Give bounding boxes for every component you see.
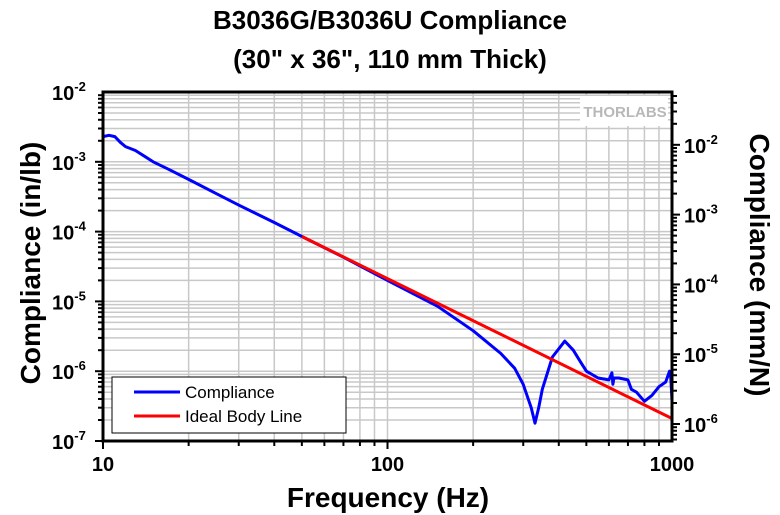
watermark-thorlabs: THORLABS [580, 96, 668, 126]
y-tick-label-left: 10-7 [52, 428, 86, 454]
series-ideal-body-line [301, 235, 673, 420]
series-layer [102, 133, 674, 425]
watermark-text: THORLABS [583, 104, 666, 121]
y-tick-label-left: 10-6 [52, 358, 86, 384]
grid [103, 92, 672, 441]
legend-box [111, 376, 347, 434]
x-tick-label: 1000 [650, 454, 695, 476]
legend: Compliance Ideal Body Line [111, 376, 347, 434]
axes [95, 90, 680, 449]
x-tick-label: 10 [92, 454, 114, 476]
y-axis-label-right: Compliance (mm/N) [744, 134, 775, 397]
series-compliance [102, 133, 674, 425]
y-tick-label-left: 10-2 [52, 79, 86, 105]
y-tick-label-right: 10-5 [684, 341, 718, 367]
tick-labels: 10 100 1000 10-2 10-3 10-4 10-5 10-6 10-7 10-2 10-… [52, 79, 719, 476]
y-tick-label-left: 10-3 [52, 149, 86, 175]
y-tick-label-right: 10-6 [684, 411, 718, 437]
plot-frame [101, 90, 674, 443]
legend-label-compliance: Compliance [185, 383, 275, 402]
y-tick-label-right: 10-3 [684, 202, 718, 228]
chart-title: B3036G/B3036U Compliance [213, 5, 567, 35]
x-axis-label: Frequency (Hz) [287, 482, 489, 513]
y-tick-label-left: 10-4 [52, 219, 87, 245]
chart-subtitle: (30" x 36", 110 mm Thick) [233, 44, 547, 74]
y-tick-label-left: 10-5 [52, 288, 86, 314]
x-tick-label: 100 [371, 454, 404, 476]
y-tick-label-right: 10-2 [684, 132, 718, 158]
y-tick-label-right: 10-4 [684, 271, 719, 297]
y-axis-label-left: Compliance (in/lb) [15, 142, 46, 385]
legend-label-ideal: Ideal Body Line [185, 407, 302, 426]
